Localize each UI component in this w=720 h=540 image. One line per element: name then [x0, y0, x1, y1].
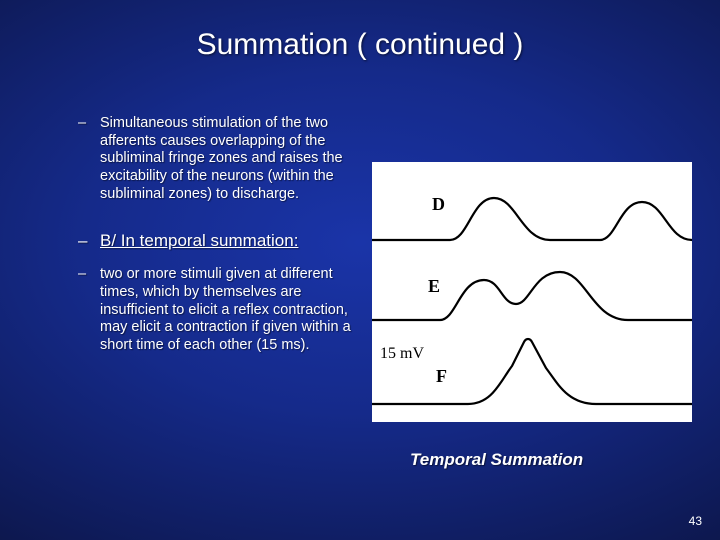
label-mv: 15 mV: [380, 345, 424, 362]
curve-e: [372, 272, 692, 320]
summation-figure: D E F 15 mV: [372, 162, 692, 422]
summation-svg: D E F 15 mV: [372, 162, 692, 422]
slide-title: Summation ( continued ): [0, 28, 720, 62]
bullet-3: two or more stimuli given at different t…: [72, 266, 360, 354]
curve-d: [372, 198, 692, 240]
text-content: Simultaneous stimulation of the two affe…: [72, 115, 360, 379]
bullet-heading-temporal: B/ In temporal summation:: [72, 231, 360, 252]
figure-caption: Temporal Summation: [410, 450, 583, 470]
label-d: D: [432, 194, 445, 214]
slide: Summation ( continued ) Simultaneous sti…: [0, 0, 720, 540]
page-number: 43: [689, 514, 702, 528]
bullet-1: Simultaneous stimulation of the two affe…: [72, 115, 360, 203]
label-e: E: [428, 276, 440, 296]
label-f: F: [436, 366, 447, 386]
